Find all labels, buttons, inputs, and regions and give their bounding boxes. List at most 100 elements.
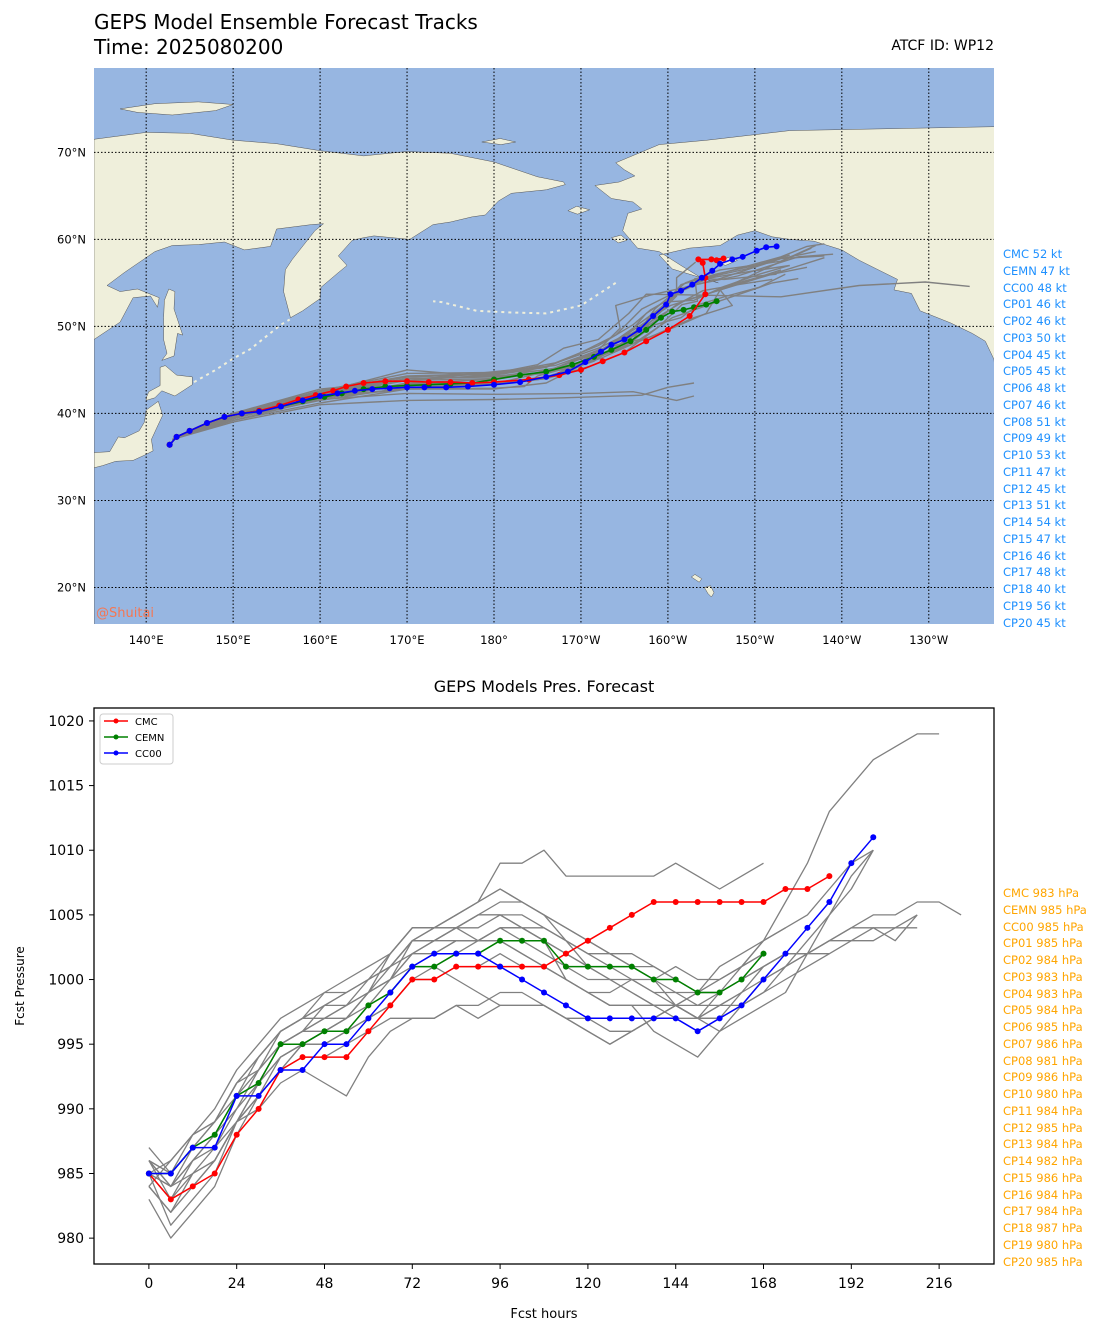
track-point-cc00 [221, 413, 228, 420]
lat-label: 40°N [57, 406, 86, 420]
y-tick-label: 980 [57, 1231, 84, 1247]
pressure-point-cc00 [804, 924, 811, 931]
pressure-entry: CP06 985 hPa [1003, 1020, 1083, 1034]
pressure-entry: CP07 986 hPa [1003, 1036, 1083, 1051]
atcf-id: ATCF ID: WP12 [891, 38, 994, 54]
lon-label: 160°E [303, 633, 338, 647]
x-tick-label: 48 [316, 1276, 334, 1292]
track-point-cmc [382, 378, 389, 385]
track-point-cc00 [636, 326, 643, 333]
pressure-point-cemn [541, 937, 547, 944]
pressure-entry: CP03 983 hPa [1003, 969, 1083, 984]
main-tracks [166, 243, 780, 448]
pressure-point-cmc [387, 1002, 394, 1009]
land-st_lawrence_island [567, 206, 591, 215]
wind-entry: CP10 53 kt [1003, 448, 1066, 462]
legend-label: CC00 [135, 749, 162, 760]
pressure-point-cemn [497, 937, 504, 944]
map-axis-labels: 140°E 150°E 160°E 170°E 180° 170°W 160°W 150°W 1… [57, 145, 948, 647]
x-tick-label: 144 [662, 1276, 689, 1292]
wind-entry: CP17 48 kt [1003, 565, 1066, 580]
wind-entry: CP04 45 kt [1003, 347, 1066, 362]
pressure-entry: CMC 983 hPa [1003, 886, 1079, 900]
pressure-point-cmc [738, 898, 745, 905]
pressure-point-cc00 [255, 1092, 262, 1099]
member-pressure-line [148, 914, 918, 1188]
wind-entry: CMC 52 kt [1003, 247, 1063, 261]
pressure-entry: CP11 984 hPa [1003, 1103, 1083, 1118]
pressure-point-cemn [409, 963, 416, 970]
pressure-point-cmc [453, 963, 460, 970]
track-point-cc00 [621, 336, 628, 343]
wind-entry: CEMN 47 kt [1003, 263, 1070, 278]
track-point-cc00 [582, 359, 589, 366]
lon-label: 170°W [561, 633, 600, 647]
track-point-cc00 [421, 384, 428, 391]
pressure-entry: CP14 982 hPa [1003, 1154, 1083, 1168]
track-point-cmc [708, 256, 715, 263]
y-tick-label: 1005 [48, 908, 84, 924]
track-point-cc00 [186, 427, 193, 434]
pressure-entry: CP19 980 hPa [1003, 1237, 1083, 1252]
track-point-cc00 [299, 397, 306, 404]
pressure-point-cmc [541, 963, 547, 970]
pressure-point-cmc [409, 976, 416, 983]
pressure-point-cemn [475, 950, 482, 957]
pressure-point-cemn [365, 1002, 372, 1009]
x-axis-label: Fcst hours [510, 1307, 577, 1322]
pressure-point-cemn [431, 963, 438, 970]
pressure-point-cmc [584, 937, 591, 944]
pressure-line-cemn [148, 939, 765, 1175]
track-point-cmc [447, 379, 454, 386]
pressure-point-cemn [211, 1131, 218, 1138]
map-title: GEPS Model Ensemble Forecast Tracks [94, 10, 478, 34]
pressure-point-cemn [299, 1041, 306, 1048]
wind-entry: CP19 56 kt [1003, 598, 1066, 613]
pressure-point-cmc [189, 1183, 196, 1190]
track-point-cmc [664, 326, 671, 333]
track-cc00 [169, 245, 777, 446]
legend-marker [113, 750, 119, 756]
y-tick-label: 1020 [48, 714, 84, 730]
track-point-cmc [699, 259, 706, 266]
track-point-cc00 [753, 247, 760, 254]
lat-label: 20°N [57, 580, 86, 594]
wind-entry: CP13 51 kt [1003, 498, 1066, 513]
pressure-point-cc00 [277, 1067, 284, 1074]
pressure-point-cc00 [409, 963, 416, 970]
pressure-point-cemn [606, 963, 613, 970]
pressure-point-cmc [606, 924, 613, 931]
pressure-point-cemn [760, 950, 767, 957]
pressure-point-cmc [343, 1054, 350, 1061]
track-point-cemn [608, 346, 615, 353]
x-tick-label: 216 [926, 1276, 953, 1292]
pressure-point-cmc [299, 1054, 306, 1061]
track-point-cemn [643, 326, 650, 333]
track-point-cc00 [663, 301, 670, 308]
wind-intensity-list: CMC 52 kt CEMN 47 kt CC00 48 kt CP01 46 kt C… [1003, 246, 1070, 631]
pressure-point-cemn [343, 1028, 350, 1035]
pressure-entry: CP05 984 hPa [1003, 1003, 1083, 1018]
member-pressure-line [148, 849, 874, 1226]
track-point-cc00 [351, 387, 358, 394]
track-point-cc00 [404, 384, 411, 391]
wind-entry: CP01 46 kt [1003, 297, 1066, 312]
pressure-point-cemn [453, 950, 460, 957]
pressure-point-cemn [716, 989, 723, 996]
member-pressure-line [148, 849, 874, 1200]
wind-entry: CC00 48 kt [1003, 280, 1067, 295]
track-point-cc00 [717, 260, 724, 267]
land-hokkaido [145, 365, 193, 401]
pressure-point-cemn [277, 1041, 284, 1048]
aleutian-islands [432, 282, 617, 315]
track-point-cc00 [597, 348, 604, 355]
track-point-cc00 [543, 373, 550, 380]
wind-entry: CP09 49 kt [1003, 431, 1066, 446]
pressure-point-cc00 [365, 1015, 372, 1022]
track-point-cc00 [491, 381, 497, 388]
lon-label: 150°E [216, 633, 251, 647]
wind-entry: CP05 45 kt [1003, 364, 1066, 379]
chart-frame [93, 707, 995, 1265]
track-point-cc00 [709, 267, 716, 274]
track-point-cmc [360, 379, 367, 386]
